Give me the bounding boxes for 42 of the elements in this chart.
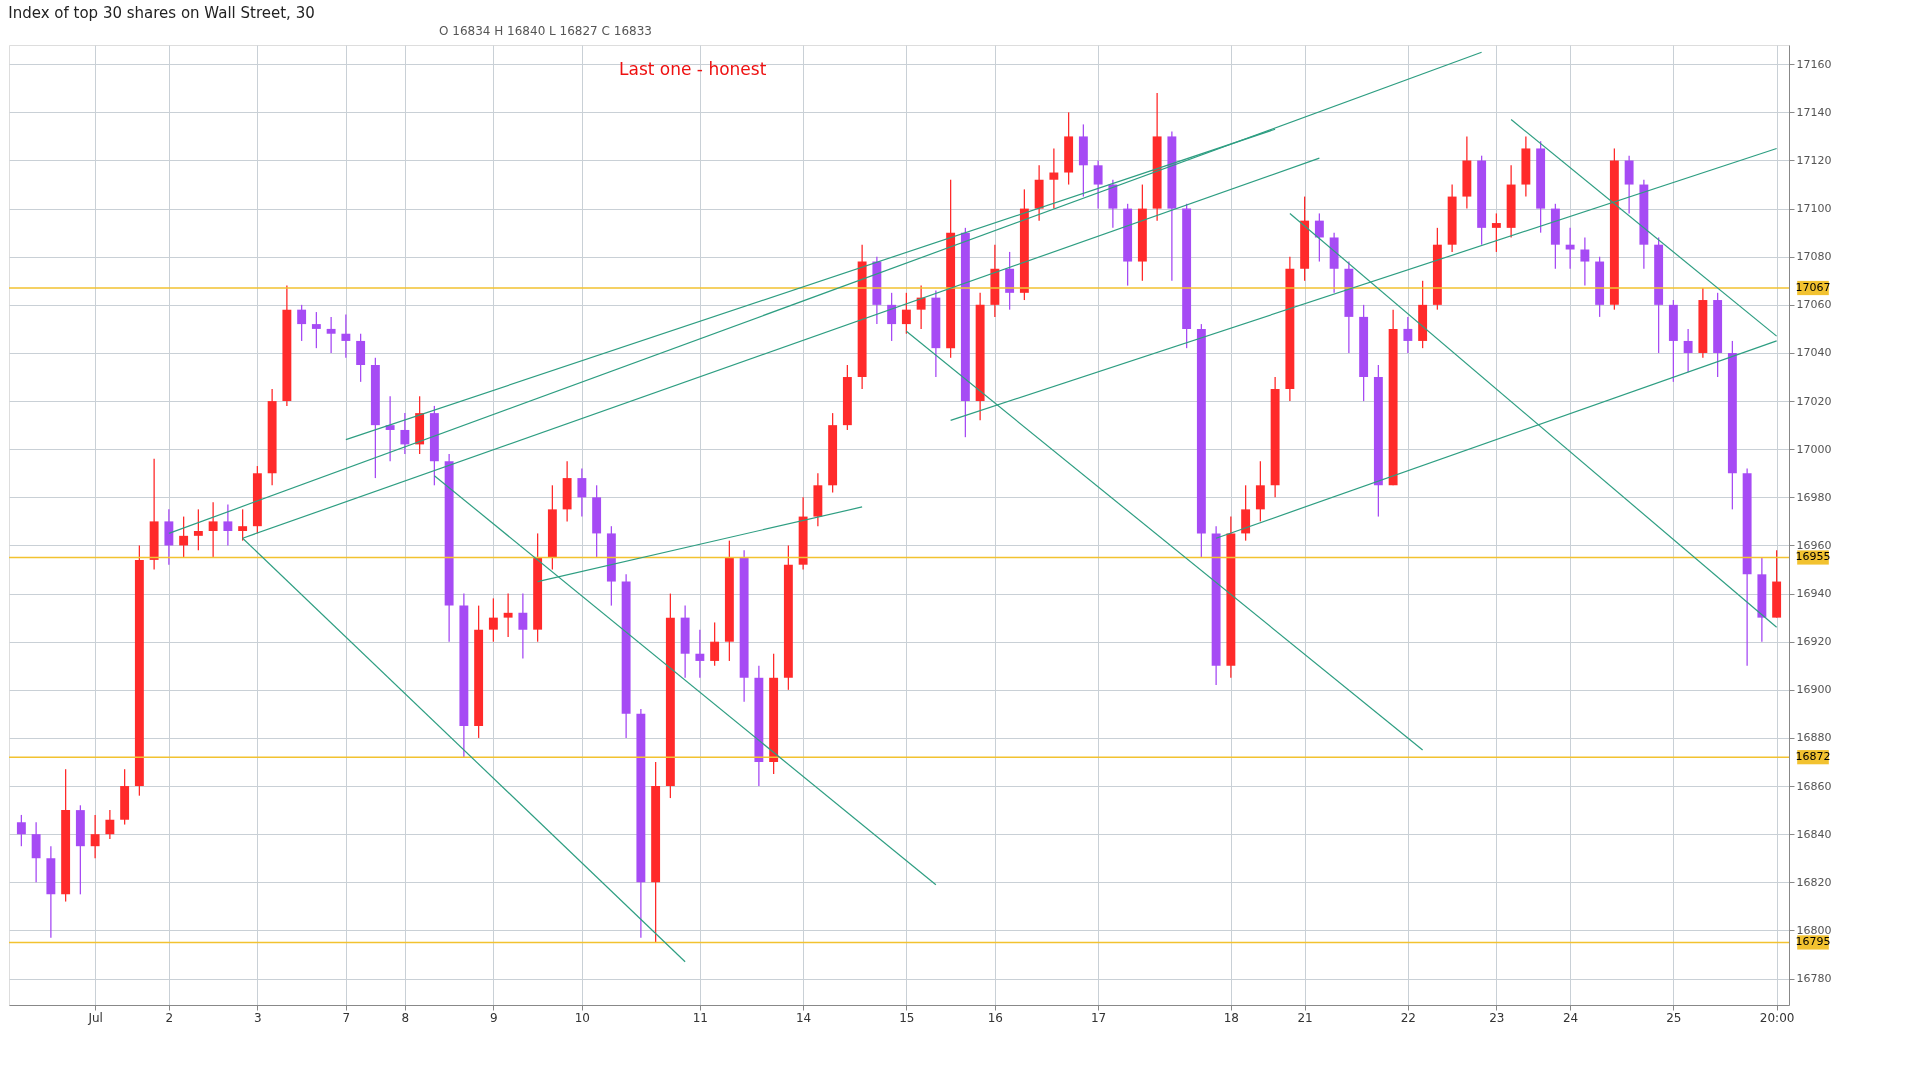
y-tick-label: 16900 — [1796, 683, 1832, 697]
x-tick-label: 10 — [574, 1010, 591, 1025]
x-tick-label: 23 — [1489, 1010, 1505, 1025]
y-tick-label: 16920 — [1796, 635, 1832, 649]
x-tick-label: Jul — [87, 1010, 103, 1025]
x-tick-label: 21 — [1297, 1010, 1313, 1025]
y-tick-label: 16860 — [1796, 779, 1832, 793]
y-tick-label: 17080 — [1796, 250, 1832, 264]
text: O 16834 H 16840 L 16827 C 16833 — [439, 24, 652, 38]
y-tick-label: 17000 — [1796, 442, 1832, 456]
x-tick-label: 9 — [490, 1010, 498, 1025]
x-tick-label: 24 — [1562, 1010, 1579, 1025]
y-tick-label: 17100 — [1796, 202, 1832, 216]
y-tick-label: 16840 — [1796, 827, 1832, 841]
x-tick-label: 14 — [795, 1010, 812, 1025]
y-tick-label: 16960 — [1796, 538, 1832, 552]
y-tick-label: 16820 — [1796, 875, 1832, 889]
y-tick-label: 16940 — [1796, 587, 1832, 601]
x-tick-label: 11 — [692, 1010, 709, 1025]
annotation: Last one - honest — [619, 59, 767, 79]
y-tick-label: 17020 — [1796, 394, 1832, 408]
x-tick-label: 7 — [342, 1010, 351, 1025]
x-tick-label: 18 — [1223, 1010, 1240, 1025]
y-tick-label: 16880 — [1796, 731, 1832, 745]
chart-title: Index of top 30 shares on Wall Street, 30 — [8, 4, 315, 22]
x-tick-label: 2 — [165, 1010, 174, 1025]
y-tick-label: 16780 — [1796, 972, 1832, 986]
x-tick-label: 8 — [401, 1010, 410, 1025]
y-tick-label: 17160 — [1796, 57, 1832, 71]
y-tick-label: 17060 — [1796, 298, 1832, 312]
y-tick-label: 17040 — [1796, 346, 1832, 360]
y-tick-label: 16800 — [1796, 923, 1832, 937]
x-tick-label: 25 — [1666, 1010, 1682, 1025]
x-tick-label: 22 — [1400, 1010, 1417, 1025]
y-tick-label: 17140 — [1796, 105, 1832, 119]
y-tick-label: 17120 — [1796, 153, 1832, 167]
x-tick-label: 3 — [254, 1010, 262, 1025]
x-tick-label: 15 — [899, 1010, 915, 1025]
x-tick-label: 16 — [987, 1010, 1004, 1025]
x-tick-label: 20:00 — [1759, 1010, 1795, 1025]
x-tick-label: 17 — [1090, 1010, 1107, 1025]
y-tick-label: 16980 — [1796, 490, 1832, 504]
